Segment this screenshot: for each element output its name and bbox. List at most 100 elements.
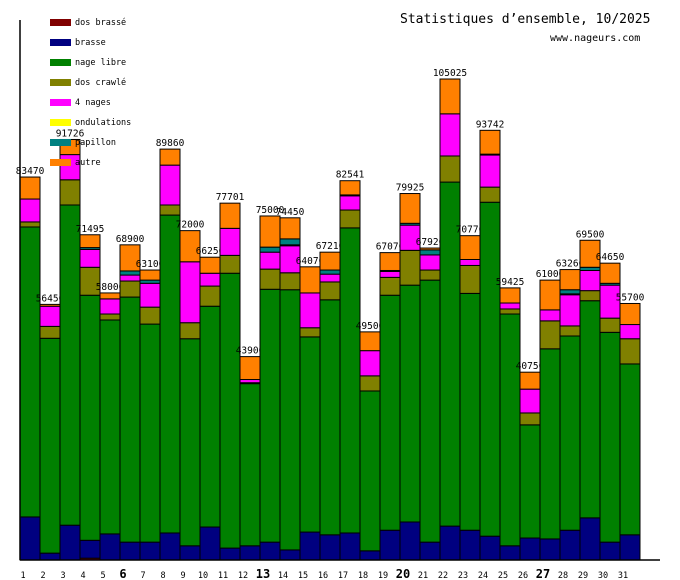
legend-label: nage libre: [75, 58, 126, 68]
bar-segment-brasse: [439, 525, 461, 561]
bar-segment-4-nages: [159, 164, 181, 206]
x-tick-label: 26: [518, 571, 528, 580]
x-tick-label: 15: [298, 571, 308, 580]
bar-segment-4-nages: [219, 227, 241, 256]
bar-segment-autre: [139, 269, 161, 281]
legend-swatch: [50, 119, 71, 126]
bar-segment-dos-crawlé: [59, 179, 81, 206]
bar-segment-autre: [239, 356, 261, 381]
bar-segment-dos-crawlé: [359, 375, 381, 392]
bar-segment-nage-libre: [99, 319, 121, 535]
bar-segment-nage-libre: [599, 331, 621, 543]
total-label: 67920: [416, 237, 445, 248]
x-tick-label: 21: [418, 571, 428, 580]
bar-segment-nage-libre: [559, 335, 581, 531]
total-label: 68900: [116, 234, 145, 245]
bar-segment-autre: [459, 235, 481, 260]
total-label: 83470: [16, 166, 45, 177]
bar-segment-nage-libre: [119, 296, 141, 543]
bar-segment-nage-libre: [479, 201, 501, 537]
bar-segment-dos-crawlé: [139, 306, 161, 325]
bar-segment-brasse: [119, 541, 141, 561]
bar-segment-dos-crawlé: [299, 327, 321, 338]
x-tick-label: 30: [598, 571, 608, 580]
x-tick-label: 8: [160, 571, 165, 580]
bar-segment-brasse: [599, 541, 621, 561]
bar-segment-nage-libre: [19, 226, 41, 518]
bar-segment-4-nages: [179, 261, 201, 324]
bar-segment-autre: [399, 193, 421, 224]
legend-swatch: [50, 19, 71, 26]
total-label: 91726: [56, 128, 85, 139]
bar-segment-dos-crawlé: [519, 412, 541, 426]
bar-segment-brasse: [39, 552, 61, 561]
bar-segment-4-nages: [459, 258, 481, 266]
bar-segment-4-nages: [259, 251, 281, 270]
x-tick-label: 29: [578, 571, 588, 580]
bar-segment-dos-crawlé: [459, 264, 481, 294]
bar-segment-4-nages: [619, 324, 641, 340]
bar-segment-brasse: [59, 524, 81, 561]
x-tick-label: 19: [378, 571, 388, 580]
bar-segment-autre: [279, 217, 301, 240]
bar-segment-brasse: [579, 517, 601, 561]
total-label: 59425: [496, 277, 525, 288]
total-label: 79925: [396, 183, 425, 194]
bar-segment-4-nages: [379, 270, 401, 278]
bar-segment-dos-crawlé: [199, 285, 221, 307]
bar-segment-autre: [19, 176, 41, 200]
bar-segment-nage-libre: [199, 305, 221, 528]
bar-segment-nage-libre: [619, 363, 641, 536]
bar-segment-dos-crawlé: [439, 155, 461, 183]
total-label: 56450: [36, 293, 65, 304]
bar-segment-dos-crawlé: [99, 313, 121, 321]
bar-segment-autre: [479, 129, 501, 155]
bar-segment-nage-libre: [179, 338, 201, 547]
bar-segment-brasse: [79, 539, 101, 559]
legend-swatch: [50, 39, 71, 46]
bar-segment-nage-libre: [359, 390, 381, 552]
bar-segment-autre: [539, 279, 561, 311]
x-tick-label: 9: [180, 571, 185, 580]
bar-segment-autre: [159, 148, 181, 166]
bar-segment-brasse: [399, 521, 421, 561]
bar-segment-nage-libre: [259, 288, 281, 543]
total-label: 64650: [596, 252, 625, 263]
bars-layer: 83470 56450 91726 71495 58000 68900 63100 89860…: [16, 68, 645, 561]
bar-segment-brasse: [459, 529, 481, 561]
total-label: 67210: [316, 241, 345, 252]
bar-segment-4-nages: [319, 273, 341, 283]
bar-segment-dos-crawlé: [219, 254, 241, 274]
bar-segment-papillon: [419, 249, 441, 256]
bar-segment-papillon: [259, 246, 281, 253]
bar-segment-brasse: [359, 550, 381, 561]
x-tick-label: 23: [458, 571, 468, 580]
bar-segment-nage-libre: [579, 300, 601, 519]
bar-segment-brasse: [159, 532, 181, 561]
bar-segment-4-nages: [19, 198, 41, 223]
total-label: 71495: [76, 224, 105, 235]
legend-swatch: [50, 159, 71, 166]
bar-segment-brasse: [339, 532, 361, 561]
bar-segment-nage-libre: [299, 336, 321, 533]
total-label: 40750: [516, 361, 545, 372]
x-tick-label: 14: [278, 571, 288, 580]
bar-segment-nage-libre: [459, 292, 481, 531]
bar-segment-autre: [39, 303, 61, 307]
x-tick-label: 5: [100, 571, 105, 580]
bar-segment-dos-crawlé: [379, 276, 401, 296]
bar-segment-nage-libre: [239, 383, 261, 547]
bar-segment-nage-libre: [379, 294, 401, 531]
bar-segment-dos-crawlé: [499, 308, 521, 315]
x-tick-label: 1: [20, 571, 25, 580]
bar-segment-brasse: [299, 531, 321, 561]
x-tick-label: 18: [358, 571, 368, 580]
bar-segment-brasse: [539, 538, 561, 561]
total-label: 61000: [536, 269, 565, 280]
x-tick-label: 13: [256, 567, 270, 580]
bar-segment-nage-libre: [539, 348, 561, 540]
bar-segment-autre: [359, 331, 381, 352]
legend-swatch: [50, 99, 71, 106]
legend: dos brassé brasse nage libre dos crawlé 4 na…: [50, 17, 131, 168]
bar-segment-4-nages: [419, 254, 441, 271]
